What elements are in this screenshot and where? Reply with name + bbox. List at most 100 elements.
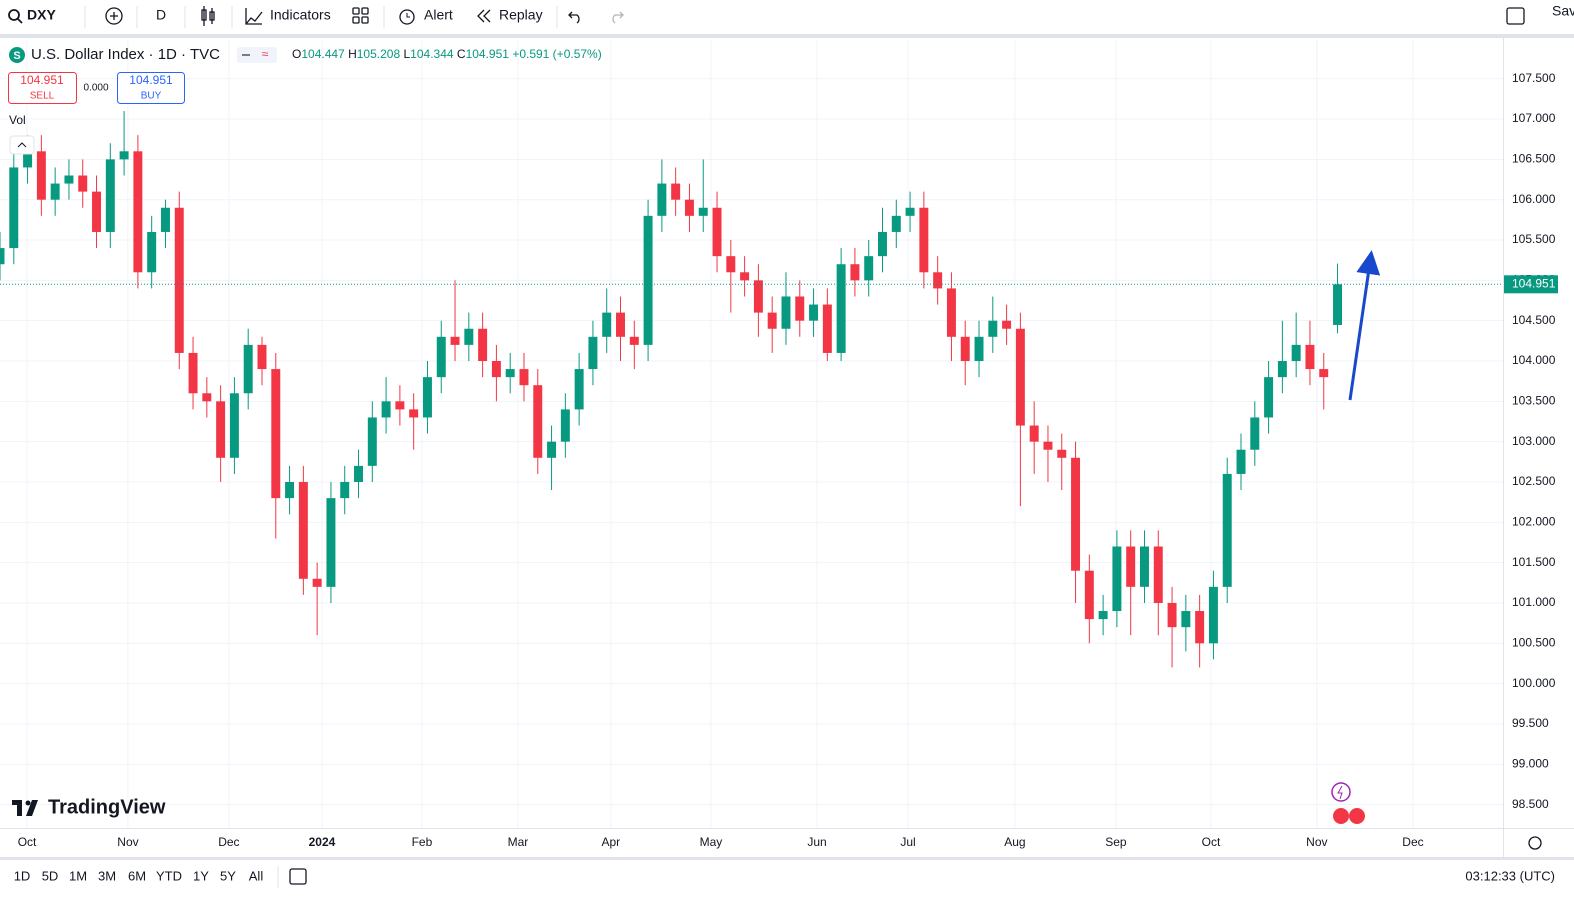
candle-body — [905, 207, 915, 216]
candle-body — [781, 296, 791, 329]
candle-body — [1098, 611, 1108, 620]
save[interactable]: Sav — [1552, 3, 1574, 19]
candle-body — [50, 183, 60, 200]
x-tick-label: Oct — [1202, 835, 1221, 849]
candle-body — [602, 312, 612, 337]
candle-body — [533, 385, 543, 458]
indicators[interactable]: Indicators — [270, 7, 331, 23]
sell-label: SELL — [30, 91, 55, 102]
timeframe[interactable]: 1Y — [193, 868, 209, 883]
candle-body — [340, 481, 350, 499]
y-tick-label: 103.000 — [1512, 434, 1556, 448]
candle-body — [616, 312, 625, 337]
x-tick-label: Mar — [508, 835, 529, 849]
candle-body — [271, 369, 281, 499]
candle-body — [1236, 449, 1246, 474]
y-tick-label: 99.500 — [1512, 716, 1549, 730]
candle-body — [105, 159, 115, 232]
candle-body — [1208, 586, 1218, 644]
volume-label: Vol — [9, 113, 26, 127]
timeframes: 1D 5D 1M 3M 6M YTD 1Y 5Y All — [14, 868, 264, 883]
candle-body — [202, 393, 212, 402]
candle-body — [367, 417, 377, 466]
ohlc-prefix: O — [292, 47, 301, 61]
timeframe[interactable]: 3M — [98, 868, 116, 883]
candle-body — [0, 248, 5, 265]
candle-body — [505, 369, 515, 378]
candle-body — [1333, 284, 1343, 325]
y-tick-label: 105.500 — [1512, 232, 1556, 246]
candle-body — [1264, 377, 1274, 418]
settings[interactable] — [1528, 836, 1542, 850]
y-tick-label: 99.000 — [1512, 756, 1549, 770]
candle-body — [133, 151, 143, 273]
ohlc-value: 105.208 — [357, 47, 401, 61]
x-tick-label: 2024 — [309, 835, 336, 849]
candle-body — [229, 393, 239, 458]
trend-arrow — [1348, 250, 1381, 401]
undo[interactable] — [568, 11, 580, 24]
x-tick-label: Jun — [807, 835, 826, 849]
candle-body — [960, 336, 970, 362]
y-tick-label: 101.500 — [1512, 555, 1556, 569]
replay[interactable]: Replay — [499, 7, 543, 23]
y-tick-label: 106.000 — [1512, 192, 1556, 206]
ohlc-change: +0.591 (+0.57%) — [512, 47, 601, 61]
interval[interactable]: D — [156, 7, 166, 23]
timeframe[interactable]: All — [249, 868, 264, 883]
candle-body — [753, 280, 763, 313]
candle-body — [285, 481, 295, 499]
candle-body — [1126, 546, 1136, 587]
candle-body — [560, 409, 570, 442]
candle-body — [160, 207, 170, 232]
candle-body — [740, 272, 750, 281]
candle-body — [850, 264, 860, 281]
y-tick-label: 100.000 — [1512, 676, 1556, 690]
candle-body — [491, 361, 501, 378]
candle-body — [547, 441, 557, 458]
clock: 03:12:33 (UTC) — [1465, 868, 1555, 883]
y-tick-label: 102.500 — [1512, 474, 1556, 488]
spread: 0.000 — [83, 83, 108, 94]
sell-button[interactable]: 104.951 SELL — [8, 72, 77, 104]
y-tick-label: 98.500 — [1512, 797, 1549, 811]
candle-body — [92, 191, 102, 232]
timeframe[interactable]: 5D — [42, 868, 59, 883]
add-symbol[interactable] — [105, 7, 123, 25]
candle-body — [409, 409, 419, 418]
timeframe[interactable]: 1D — [14, 868, 31, 883]
timeframe[interactable]: 5Y — [220, 868, 236, 883]
candle-body — [464, 328, 474, 345]
last-price-tag — [1504, 275, 1558, 294]
candle-body — [257, 344, 267, 370]
candle-body — [312, 578, 322, 587]
candle-body — [643, 215, 653, 345]
candle-body — [381, 401, 391, 418]
buy-button[interactable]: 104.951 BUY — [117, 72, 185, 104]
date-range[interactable] — [289, 868, 307, 885]
alert[interactable]: Alert — [424, 7, 453, 23]
y-tick-label: 100.500 — [1512, 635, 1556, 649]
fullscreen[interactable] — [1506, 7, 1525, 25]
candle-body — [822, 304, 832, 353]
timeframe[interactable]: 1M — [69, 868, 87, 883]
candle-body — [1112, 546, 1122, 612]
candle-body — [988, 320, 998, 337]
candle-body — [919, 207, 929, 273]
candle-body — [1015, 328, 1025, 426]
ohlc-prefix: H — [348, 47, 357, 61]
ohlc-value: 104.344 — [410, 47, 454, 61]
templates[interactable] — [352, 7, 369, 24]
candle-body — [519, 369, 529, 386]
candle-body — [1195, 611, 1205, 644]
timeframe[interactable]: YTD — [156, 868, 182, 883]
candle-body — [1071, 457, 1081, 571]
chart-type[interactable] — [201, 6, 215, 26]
toolbar: DXY D Indicators Alert Replay Sav — [0, 3, 1574, 38]
y-tick-label: 104.500 — [1512, 313, 1556, 327]
symbol[interactable]: DXY — [27, 7, 56, 23]
x-tick-label: Dec — [1402, 835, 1423, 849]
candle-body — [864, 256, 874, 281]
timeframe[interactable]: 6M — [128, 868, 146, 883]
